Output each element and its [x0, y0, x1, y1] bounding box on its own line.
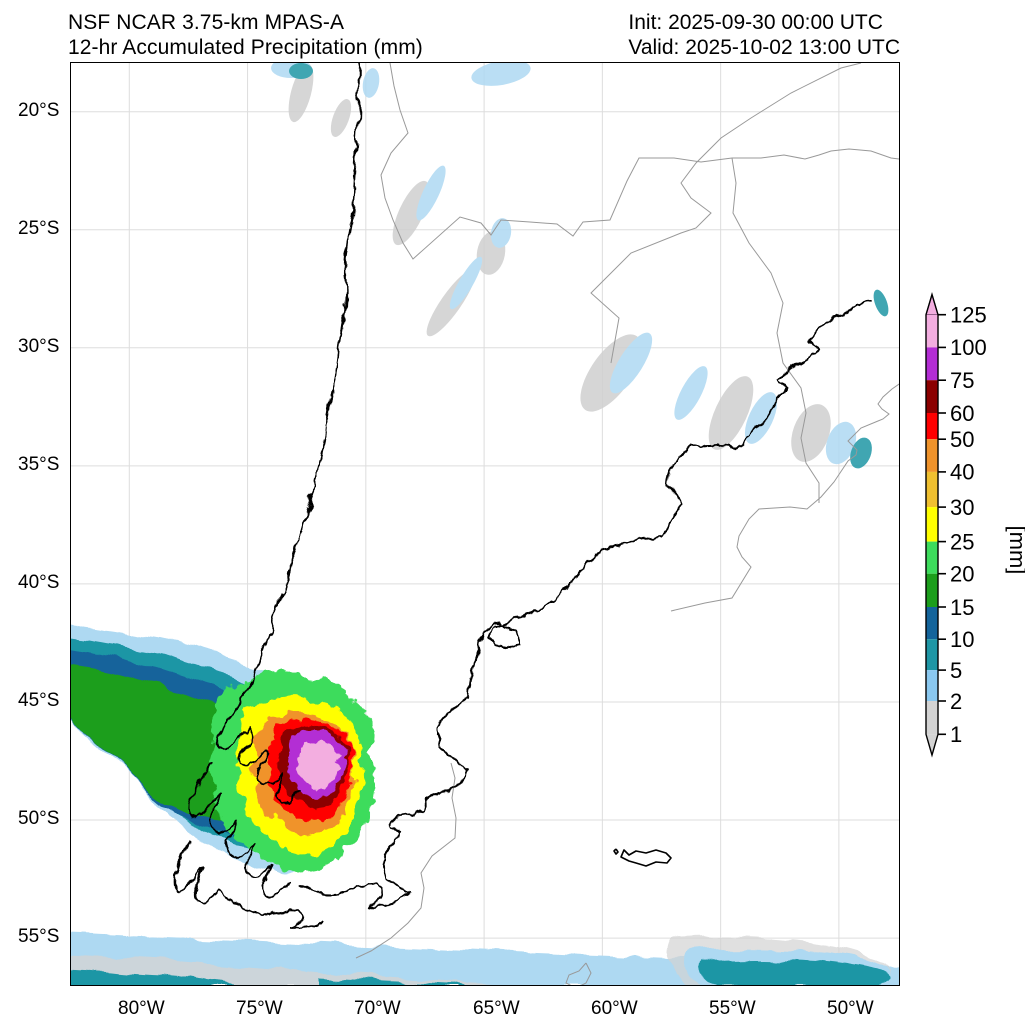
svg-text:1: 1: [950, 722, 962, 747]
svg-text:5: 5: [950, 658, 962, 683]
svg-text:40: 40: [950, 460, 974, 485]
svg-text:100: 100: [950, 335, 987, 360]
svg-text:30: 30: [950, 495, 974, 520]
svg-text:50: 50: [950, 427, 974, 452]
svg-text:15: 15: [950, 595, 974, 620]
svg-text:20: 20: [950, 562, 974, 587]
svg-text:10: 10: [950, 627, 974, 652]
svg-text:60: 60: [950, 401, 974, 426]
svg-text:[mm]: [mm]: [1005, 526, 1025, 575]
svg-text:125: 125: [950, 303, 987, 328]
svg-text:2: 2: [950, 689, 962, 714]
svg-text:25: 25: [950, 529, 974, 554]
svg-text:75: 75: [950, 368, 974, 393]
